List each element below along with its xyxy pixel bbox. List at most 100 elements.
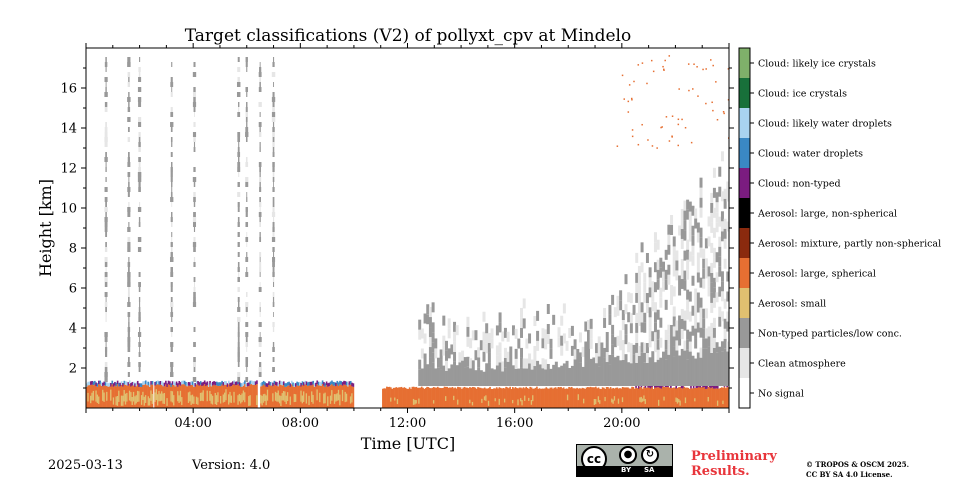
cloud-topping-cell (112, 383, 115, 387)
clean-atmosphere-cell (723, 338, 727, 349)
clean-atmosphere-cell (688, 211, 692, 222)
non-typed-particles-cell (466, 366, 470, 386)
clean-atmosphere-cell (613, 307, 617, 318)
cloud-column-cell (245, 157, 248, 162)
aerosol-small-cell (159, 393, 162, 402)
aerosol-large-spherical-cell (449, 387, 451, 408)
cloud-column-cell (104, 132, 108, 137)
cloud-column-cell (104, 367, 108, 372)
clean-atmosphere-cell (723, 298, 727, 309)
cloud-topping-cell (249, 380, 252, 385)
clean-atmosphere-cell (428, 327, 432, 338)
clean-atmosphere-cell (450, 344, 454, 355)
aerosol-small-cell (281, 393, 284, 401)
cloud-column-cell (170, 172, 173, 177)
cloud-column-cell (139, 57, 141, 62)
legend-label: Cloud: water droplets (758, 149, 863, 160)
aerosol-large-spherical-cell (454, 387, 457, 408)
cloud-topping-cell (339, 380, 341, 385)
aerosol-small-cell (621, 397, 624, 403)
aerosol-small-cell (339, 394, 341, 406)
cloud-column-cell (272, 342, 275, 347)
clean-atmosphere-cell (675, 330, 679, 341)
aerosol-large-spherical-cell (672, 387, 675, 408)
clean-atmosphere-cell (718, 236, 722, 247)
cloud-column-cell (104, 227, 108, 232)
clean-atmosphere-cell (726, 291, 730, 302)
clean-atmosphere-cell (659, 267, 663, 278)
cloud-column-cell (139, 327, 141, 332)
cloud-column-cell (128, 202, 130, 207)
aerosol-small-cell (166, 398, 169, 406)
clean-atmosphere-cell (485, 333, 489, 344)
aerosol-small-cell (694, 398, 696, 402)
aerosol-small-cell (261, 395, 264, 406)
aerosol-large-spherical-cell (509, 386, 511, 408)
clean-atmosphere-cell (536, 310, 540, 321)
clean-atmosphere-cell (699, 187, 703, 198)
aerosol-large-spherical-cell (710, 388, 712, 408)
aerosol-large-spherical-cell (169, 384, 171, 408)
legend-swatch (739, 288, 750, 318)
cloud-column-cell (237, 77, 240, 82)
clean-atmosphere-cell (726, 191, 730, 202)
cloud-column-cell (170, 137, 173, 142)
clean-atmosphere-cell (656, 339, 660, 350)
clean-atmosphere-cell (520, 307, 524, 318)
cloud-column-cell (137, 97, 142, 102)
cloud-column-cell (104, 347, 108, 352)
clean-atmosphere-cell (490, 328, 494, 339)
legend-swatch (739, 228, 750, 258)
cloud-column-cell (127, 117, 131, 122)
clean-atmosphere-cell (643, 322, 647, 333)
aerosol-large-spherical-cell (541, 388, 544, 408)
cloud-topping-cell (134, 383, 136, 387)
cloud-column-cell (245, 377, 249, 382)
cloud-topping-cell (300, 383, 302, 387)
cloud-column-cell (105, 212, 107, 217)
cloud-column-cell (171, 187, 173, 192)
aerosol-small-cell (487, 400, 490, 406)
license-note: © TROPOS & OSCM 2025. CC BY SA 4.0 Licen… (806, 460, 909, 480)
aerosol-small-cell (118, 390, 120, 402)
clean-atmosphere-cell (653, 262, 657, 273)
cloud-column-cell (138, 362, 141, 367)
clean-atmosphere-cell (637, 295, 641, 306)
cloud-topping-cell (309, 381, 312, 386)
cloud-topping-cell (675, 385, 678, 389)
cloud-column-cell (127, 287, 130, 292)
cloud-topping-cell (201, 382, 203, 387)
cloud-column-cell (104, 272, 108, 277)
cloud-column-cell (271, 97, 276, 102)
cloud-column-cell (171, 237, 173, 242)
clean-atmosphere-cell (423, 353, 427, 364)
clean-atmosphere-cell (678, 315, 682, 326)
aerosol-speck-cell (677, 118, 680, 121)
aerosol-large-spherical-cell (516, 388, 518, 408)
aerosol-small-cell (98, 396, 100, 404)
clean-atmosphere-cell (423, 333, 427, 344)
cloud-topping-cell (138, 383, 140, 387)
cloud-topping-cell (99, 380, 102, 385)
clean-atmosphere-cell (667, 334, 671, 345)
aerosol-large-spherical-cell (522, 387, 525, 408)
cloud-column-cell (237, 57, 240, 62)
clean-atmosphere-cell (541, 358, 545, 369)
cloud-topping-cell (150, 381, 152, 385)
cloud-column-cell (193, 287, 196, 292)
aerosol-small-cell (294, 394, 297, 402)
aerosol-speck-cell (711, 101, 713, 104)
aerosol-large-spherical-cell (471, 386, 474, 408)
clean-atmosphere-cell (597, 336, 601, 347)
legend-label: Aerosol: small (757, 299, 826, 310)
clean-atmosphere-cell (726, 321, 730, 332)
cloud-column-cell (192, 222, 197, 227)
cloud-column-cell (128, 222, 130, 227)
clean-atmosphere-cell (686, 259, 690, 270)
cloud-topping-cell (119, 382, 122, 387)
aerosol-large-spherical-cell (651, 386, 653, 408)
cloud-column-cell (170, 367, 173, 372)
legend-label: Clean atmosphere (758, 359, 846, 370)
cloud-column-cell (245, 222, 249, 227)
cloud-topping-cell (704, 385, 707, 389)
